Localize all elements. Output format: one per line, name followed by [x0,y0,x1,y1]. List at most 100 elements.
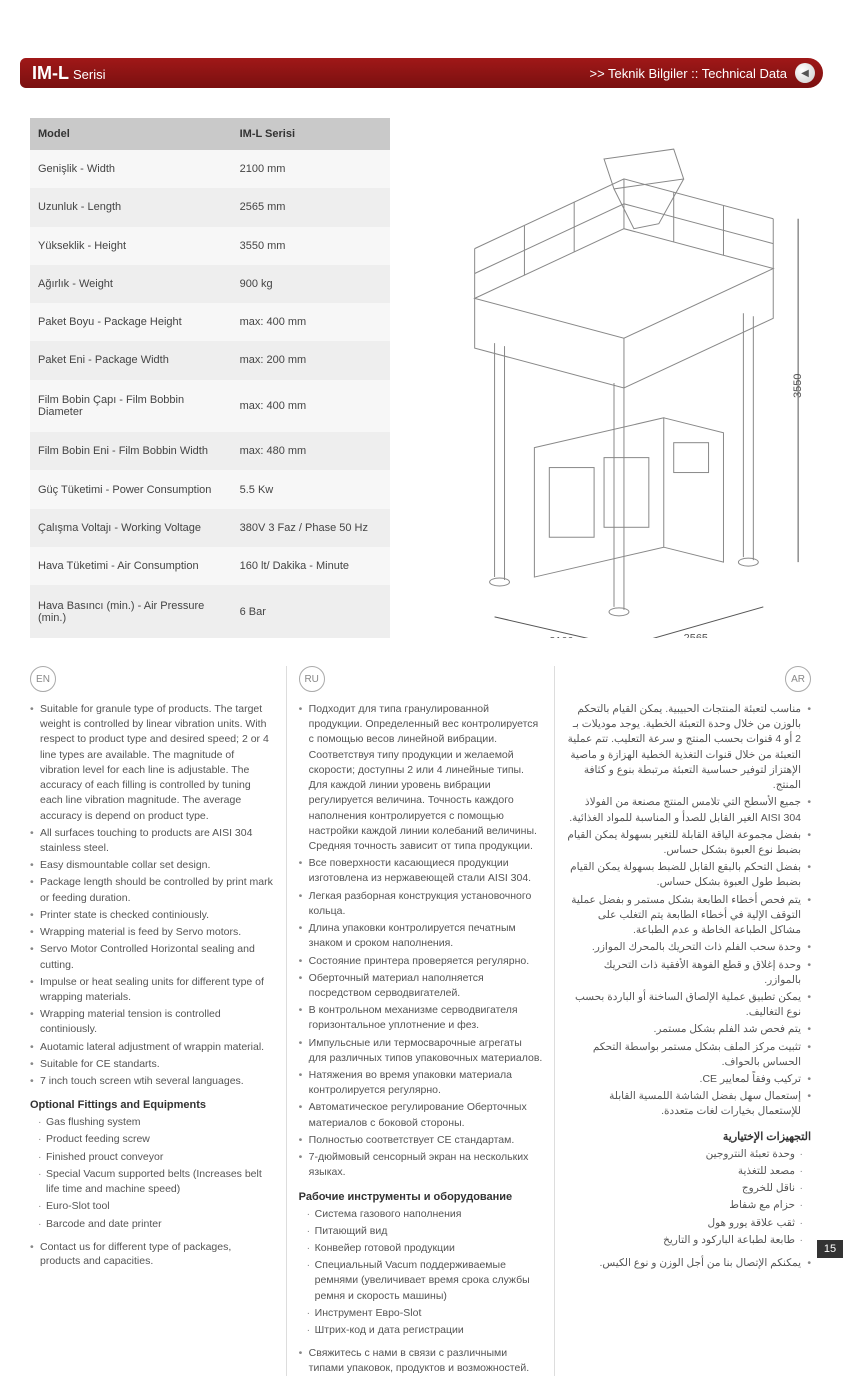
list-item: مناسب لتعبئة المنتجات الحبيبية. يمكن الق… [567,702,811,793]
header-title: IM-LSerisi [32,63,106,84]
spec-value: max: 480 mm [232,432,390,470]
list-item: Package length should be controlled by p… [30,875,274,905]
spec-value: 160 lt/ Dakika - Minute [232,547,390,585]
list-item: Штрих-код и дата регистрации [307,1323,543,1338]
list-item: Состояние принтера проверяется регулярно… [299,954,543,969]
list-item: Оберточный материал наполняется посредст… [299,971,543,1001]
list-item: يتم فحص شد الفلم بشكل مستمر. [567,1022,811,1037]
dim-width: 2100 [549,636,573,638]
badge-ru: RU [299,666,325,692]
table-row: Paket Boyu - Package Heightmax: 400 mm [30,303,390,341]
head-value: IM-L Serisi [232,118,390,150]
header-right-text: >> Teknik Bilgiler :: Technical Data [589,66,787,81]
list-item: Полностью соответствует CE стандартам. [299,1133,543,1148]
list-item: Подходит для типа гранулированной продук… [299,702,543,854]
en-bullets: Suitable for granule type of products. T… [30,702,274,1089]
list-item: В контрольном механизме серводвигателя г… [299,1003,543,1033]
title-series: Serisi [73,67,106,82]
table-row: Hava Basıncı (min.) - Air Pressure (min.… [30,585,390,638]
ru-bullets: Подходит для типа гранулированной продук… [299,702,543,1181]
spec-label: Ağırlık - Weight [30,265,232,303]
ar-optional-heading: التجهيزات الإختيارية [567,1130,811,1143]
spec-value: max: 400 mm [232,303,390,341]
spec-value: 2565 mm [232,188,390,226]
list-item: بفضل التحكم بالبقع القابل للضبط بسهولة ي… [567,860,811,890]
list-item: Product feeding screw [38,1132,274,1147]
list-item: يمكن تطبيق عملية الإلصاق الساخنة أو البا… [567,990,811,1020]
spec-label: Film Bobin Çapı - Film Bobbin Diameter [30,380,232,433]
list-item: Suitable for CE standarts. [30,1057,274,1072]
list-item: بفضل مجموعة الياقة القابلة للتغير بسهولة… [567,828,811,858]
spec-label: Güç Tüketimi - Power Consumption [30,470,232,508]
list-item: 7 inch touch screen wtih several languag… [30,1074,274,1089]
header-bar: IM-LSerisi >> Teknik Bilgiler :: Technic… [20,58,823,88]
language-columns: EN Suitable for granule type of products… [30,666,823,1376]
head-model: Model [30,118,232,150]
table-row: Film Bobin Eni - Film Bobbin Widthmax: 4… [30,432,390,470]
technical-diagram: 2100 2565 3550 [405,118,823,638]
table-row: Film Bobin Çapı - Film Bobbin Diameterma… [30,380,390,433]
list-item: إستعمال سهل بفضل الشاشة اللمسية القابلة … [567,1089,811,1119]
spec-value: 5.5 Kw [232,470,390,508]
ru-optional-heading: Рабочие инструменты и оборудование [299,1191,543,1203]
table-row: Çalışma Voltajı - Working Voltage380V 3 … [30,509,390,547]
list-item: Специальный Vacum поддерживаемые ремнями… [307,1258,543,1304]
list-item: Инструмент Евро-Slot [307,1306,543,1321]
col-ru: RU Подходит для типа гранулированной про… [286,666,555,1376]
list-item: Suitable for granule type of products. T… [30,702,274,824]
list-item: طابعة لطباعة الباركود و التاريخ [567,1233,803,1248]
spec-label: Hava Basıncı (min.) - Air Pressure (min.… [30,585,232,638]
col-ar: AR مناسب لتعبئة المنتجات الحبيبية. يمكن … [554,666,823,1376]
spec-label: Film Bobin Eni - Film Bobbin Width [30,432,232,470]
ar-contact: يمكنكم الإتصال بنا من أجل الوزن و نوع ال… [567,1256,811,1271]
list-item: Easy dismountable collar set design. [30,858,274,873]
table-head-row: Model IM-L Serisi [30,118,390,150]
list-item: Длина упаковки контролируется печатным з… [299,921,543,951]
list-item: تركيب وفقاً لمعايير CE. [567,1072,811,1087]
table-row: Güç Tüketimi - Power Consumption5.5 Kw [30,470,390,508]
spec-label: Genişlik - Width [30,150,232,188]
list-item: يتم فحص أخطاء الطابعة بشكل مستمر و بفضل … [567,893,811,939]
spec-label: Çalışma Voltajı - Working Voltage [30,509,232,547]
ar-bullets: مناسب لتعبئة المنتجات الحبيبية. يمكن الق… [567,702,811,1120]
list-item: Barcode and date printer [38,1217,274,1232]
list-item: Special Vacum supported belts (Increases… [38,1167,274,1197]
list-item: 7-дюймовый сенсорный экран на нескольких… [299,1150,543,1180]
list-item: Автоматическое регулирование Оберточных … [299,1100,543,1130]
col-en: EN Suitable for granule type of products… [30,666,286,1376]
content-row: Model IM-L Serisi Genişlik - Width2100 m… [30,118,823,638]
list-item: حزام مع شفاط [567,1198,803,1213]
list-item: Finished prouct conveyor [38,1150,274,1165]
spec-value: 3550 mm [232,227,390,265]
badge-en: EN [30,666,56,692]
list-item: مصعد للتغذية [567,1164,803,1179]
list-item: Auotamic lateral adjustment of wrappin m… [30,1040,274,1055]
list-item: Импульсные или термосварочные агрегаты д… [299,1036,543,1066]
spec-value: 380V 3 Faz / Phase 50 Hz [232,509,390,547]
list-item: جميع الأسطح التي تلامس المنتج مصنعة من ا… [567,795,811,825]
header-right: >> Teknik Bilgiler :: Technical Data ◀ [589,63,815,83]
spec-label: Uzunluk - Length [30,188,232,226]
spec-value: 2100 mm [232,150,390,188]
spec-value: 900 kg [232,265,390,303]
list-item: Питающий вид [307,1224,543,1239]
list-item: Система газового наполнения [307,1207,543,1222]
list-item: Printer state is checked continiously. [30,908,274,923]
list-item: Euro-Slot tool [38,1199,274,1214]
list-item: تثبيت مركز الملف بشكل مستمر بواسطة التحك… [567,1040,811,1070]
arrow-left-icon: ◀ [795,63,815,83]
list-item: Wrapping material tension is controlled … [30,1007,274,1037]
list-item: وحدة تعبئة النتروجين [567,1147,803,1162]
list-item: Все поверхности касающиеся продукции изг… [299,856,543,886]
spec-value: 6 Bar [232,585,390,638]
page-number: 15 [817,1240,843,1258]
table-row: Paket Eni - Package Widthmax: 200 mm [30,341,390,379]
spec-label: Paket Boyu - Package Height [30,303,232,341]
table-row: Genişlik - Width2100 mm [30,150,390,188]
table-body: Genişlik - Width2100 mmUzunluk - Length2… [30,150,390,638]
table-row: Uzunluk - Length2565 mm [30,188,390,226]
list-item: وحدة سحب الفلم ذات التحريك بالمحرك الموا… [567,940,811,955]
list-item: All surfaces touching to products are AI… [30,826,274,856]
en-contact: Contact us for different type of package… [30,1240,274,1269]
list-item: Impulse or heat sealing units for differ… [30,975,274,1005]
